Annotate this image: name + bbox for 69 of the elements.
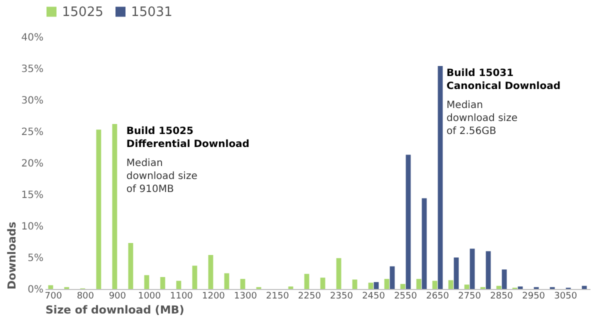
bar (304, 274, 310, 289)
bar (422, 198, 427, 289)
bar (176, 280, 182, 289)
x-tick-label: 2650 (426, 292, 450, 302)
bar (416, 278, 422, 289)
y-tick-label: 0% (28, 284, 44, 296)
bar (224, 273, 230, 289)
x-tick-label: 800 (76, 292, 94, 302)
y-tick-label: 25% (21, 127, 44, 138)
bar (390, 266, 395, 289)
y-tick-label: 15% (21, 190, 44, 201)
x-tick-label: 1000 (138, 292, 162, 302)
bar (518, 286, 523, 289)
y-tick-label: 10% (21, 222, 44, 232)
annotation: Build 15031 Canonical Download (446, 68, 560, 92)
x-tick-label: 700 (44, 292, 62, 302)
bar (96, 130, 102, 289)
y-tick-label: 35% (21, 64, 44, 75)
bar (128, 243, 134, 289)
bar (160, 277, 166, 289)
bar (502, 269, 507, 289)
x-tick-label: 2450 (362, 292, 386, 302)
bar (470, 248, 475, 289)
bar (438, 66, 443, 289)
annotation: Median download size of 2.56GB (446, 100, 518, 137)
x-tick-label: 900 (108, 292, 126, 302)
bar (208, 254, 214, 289)
bar (288, 286, 294, 289)
bar (192, 266, 198, 289)
bar (432, 280, 438, 289)
bar (582, 286, 587, 289)
y-tick-label: 40% (21, 32, 44, 44)
annotation: Median download size of 910MB (126, 158, 198, 195)
legend-label: 15025 (62, 4, 104, 20)
x-tick-label: 1300 (234, 292, 258, 302)
bar (320, 278, 326, 289)
x-tick-label: 2750 (458, 292, 482, 302)
bar (48, 285, 54, 289)
bar (454, 258, 459, 289)
bar (240, 278, 246, 289)
bar (374, 282, 379, 289)
bar (496, 286, 502, 289)
bar (112, 124, 118, 289)
annotation: Build 15025 Differential Download (126, 126, 250, 150)
x-tick-label: 2150 (266, 292, 290, 302)
bar (352, 280, 358, 289)
x-tick-label: 2350 (330, 292, 354, 302)
bar (406, 154, 411, 289)
x-axis-title: Size of download (MB) (46, 304, 184, 316)
x-tick-label: 2850 (490, 292, 514, 302)
legend-label: 15031 (131, 4, 172, 20)
bar (464, 284, 470, 289)
x-tick-label: 1200 (202, 292, 226, 302)
x-tick-label: 2550 (394, 292, 418, 302)
bar (336, 258, 342, 289)
x-tick-label: 2250 (298, 292, 322, 302)
bar (448, 280, 454, 289)
bar (368, 282, 374, 289)
y-tick-label: 20% (21, 158, 44, 170)
bar (144, 275, 150, 289)
y-axis-title: Downloads (5, 221, 18, 290)
bar (400, 284, 406, 289)
x-tick-label: 2950 (522, 292, 546, 302)
bar (384, 278, 390, 289)
bar (486, 251, 491, 289)
x-tick-label: 1100 (170, 292, 194, 302)
y-tick-label: 30% (21, 96, 44, 106)
x-tick-label: 3050 (554, 292, 578, 302)
y-tick-label: 5% (28, 253, 44, 264)
